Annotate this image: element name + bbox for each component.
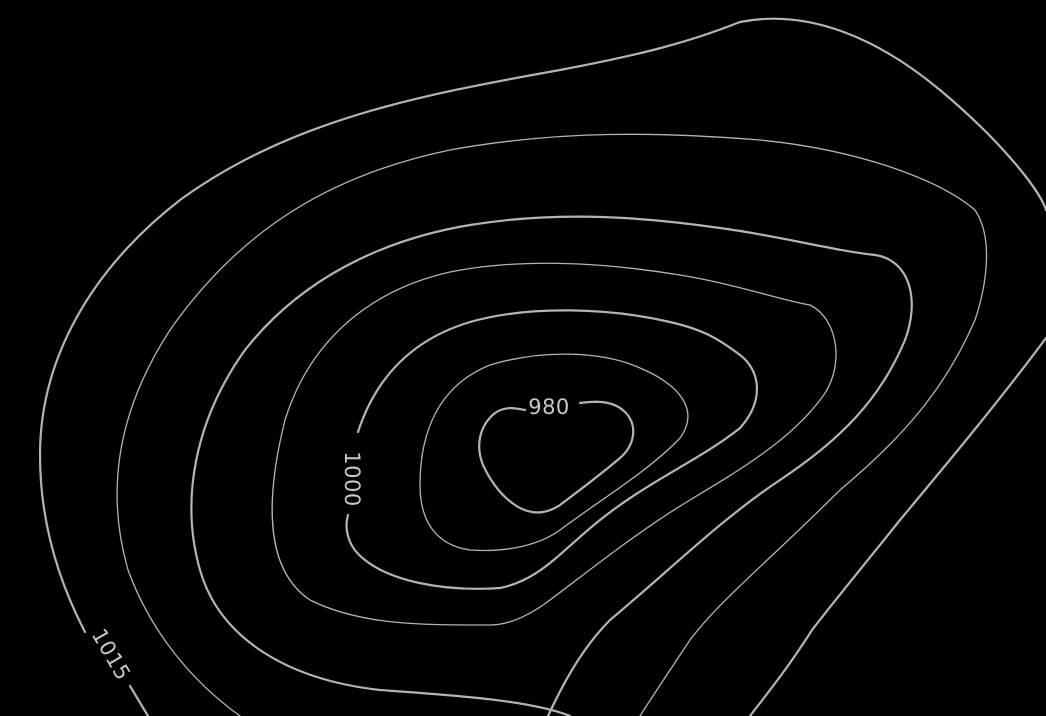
isobar-1000 xyxy=(345,309,758,590)
isobar-980 xyxy=(478,400,635,514)
isobar-990 xyxy=(419,353,689,552)
isobar-1010 xyxy=(116,133,988,716)
isobar-1002 xyxy=(271,262,837,626)
isobar-1005 xyxy=(190,215,913,716)
contour-label-1000: 1000 xyxy=(340,451,364,506)
isobar-1015 xyxy=(38,17,1046,716)
contour-label-980: 980 xyxy=(528,395,570,419)
